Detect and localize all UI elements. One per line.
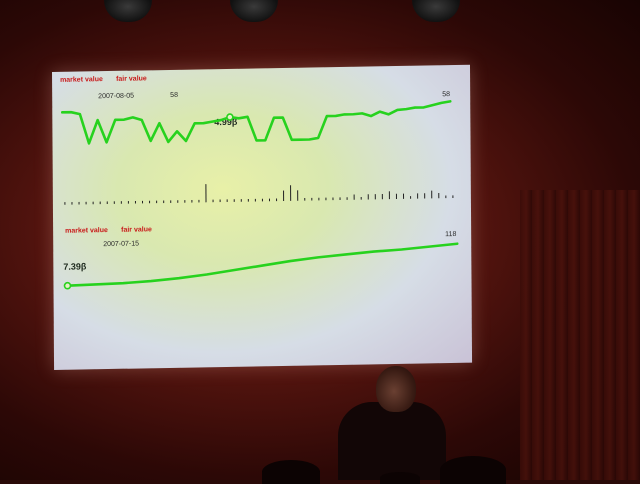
- slide-charts: [52, 65, 472, 370]
- presenter-silhouette: [338, 366, 446, 480]
- presenter-torso: [338, 402, 446, 480]
- stage-curtain: [520, 190, 640, 480]
- marker-point: [64, 283, 70, 289]
- series-line: [67, 244, 457, 286]
- marker-point: [227, 114, 233, 120]
- top-volume-bars: [65, 180, 453, 205]
- presenter-head: [376, 366, 416, 412]
- projection-screen: market value fair value 2007-08-05 58 4.…: [52, 65, 472, 370]
- top-series: [61, 101, 451, 145]
- series-line: [62, 101, 450, 143]
- audience-head: [380, 472, 420, 484]
- audience-head: [262, 460, 320, 484]
- bottom-series: [64, 243, 458, 289]
